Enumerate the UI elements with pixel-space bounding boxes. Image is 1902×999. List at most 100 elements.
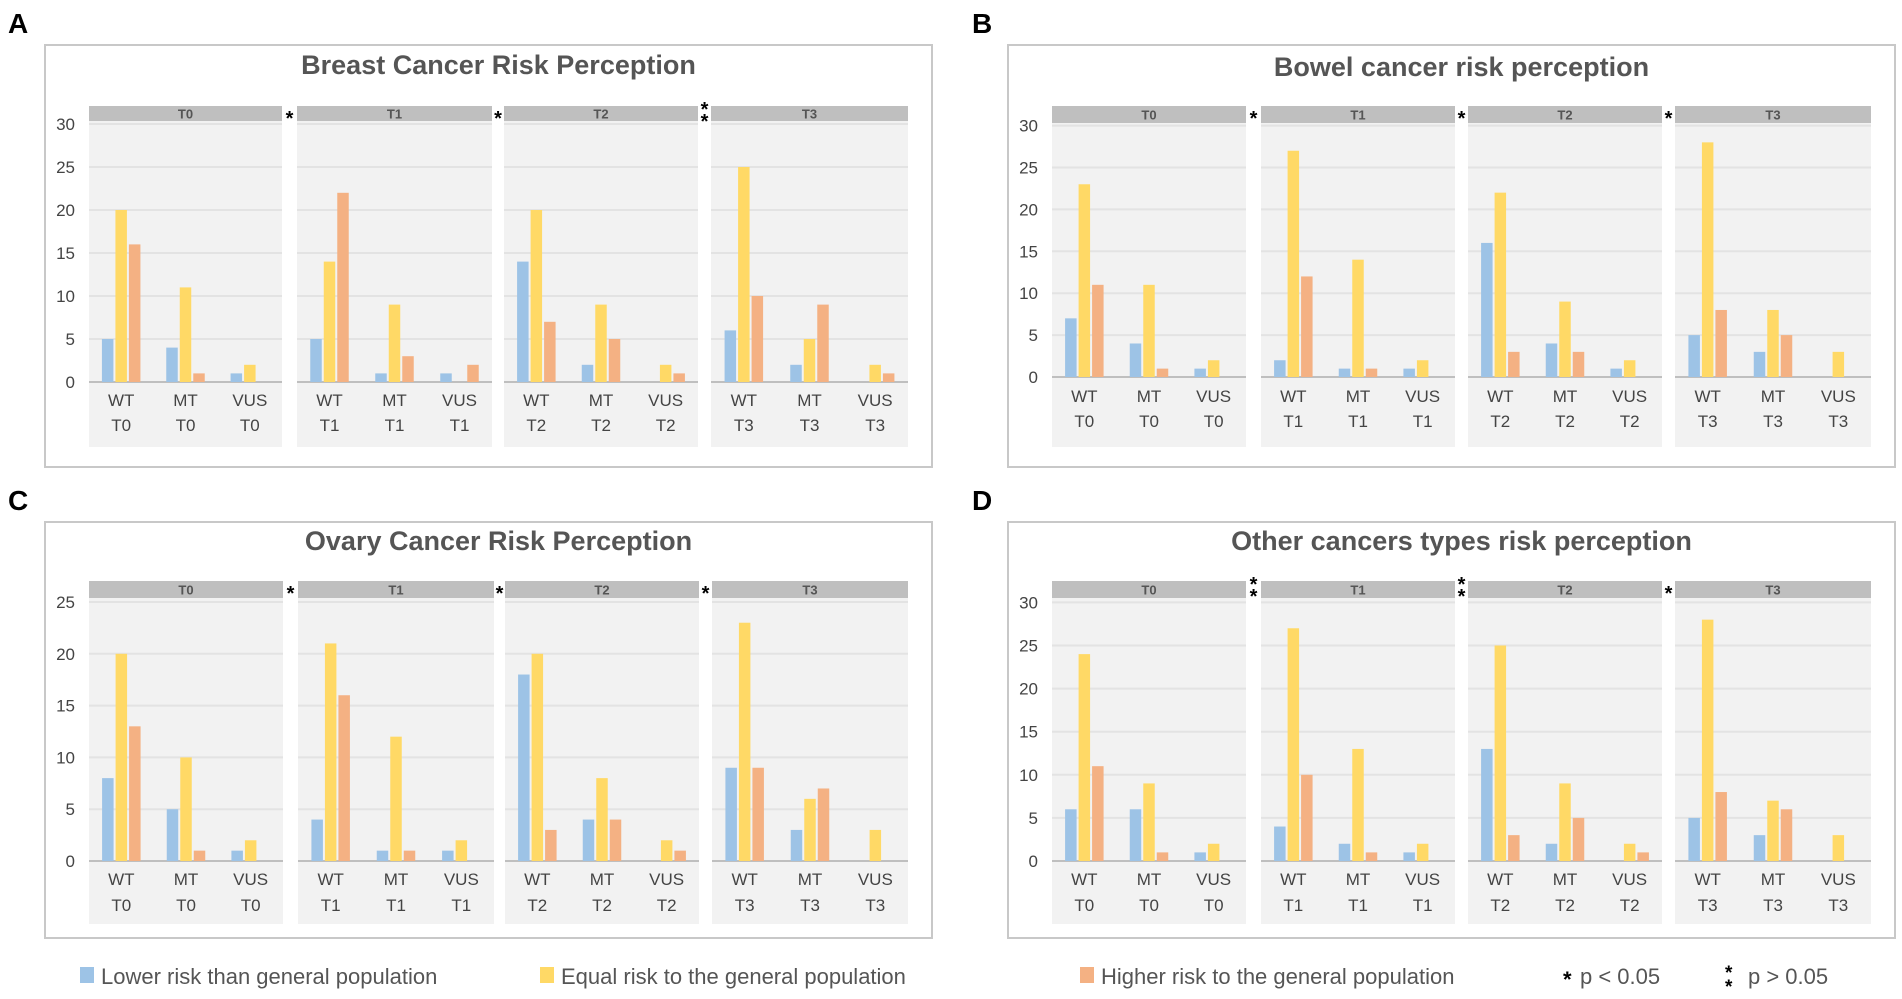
bar-lower xyxy=(231,850,243,861)
x-tick-label-time: T3 xyxy=(734,416,754,435)
bar-lower xyxy=(376,850,389,861)
significance-marker: * xyxy=(496,583,504,605)
x-tick-label-group: VUS xyxy=(232,391,267,410)
bar-equal xyxy=(324,643,337,861)
bar-lower xyxy=(1403,852,1415,861)
x-tick-label-group: WT xyxy=(108,870,134,889)
x-tick-label-time: T1 xyxy=(1283,896,1303,915)
bar-higher xyxy=(1715,309,1727,377)
bar-higher xyxy=(128,244,141,382)
bar-equal xyxy=(659,364,672,382)
x-tick-label-time: T2 xyxy=(1490,896,1510,915)
bar-lower xyxy=(1338,843,1351,861)
bar-equal xyxy=(115,653,128,861)
facet-strip xyxy=(1675,581,1871,598)
bar-lower xyxy=(1688,335,1700,377)
x-tick-label-time: T3 xyxy=(1828,896,1848,915)
chart-title: Breast Cancer Risk Perception xyxy=(301,50,696,80)
y-tick-label: 20 xyxy=(1019,200,1038,219)
significance-marker: * xyxy=(1458,108,1466,130)
y-tick-label: 5 xyxy=(1029,326,1038,345)
x-tick-label-time: T3 xyxy=(735,896,755,915)
x-tick-label-group: VUS xyxy=(1196,870,1231,889)
bar-equal xyxy=(1701,619,1714,861)
x-tick-label-time: T0 xyxy=(1074,896,1094,915)
x-tick-label-group: MT xyxy=(1553,387,1578,406)
facet-strip xyxy=(89,106,282,121)
bar-equal xyxy=(1767,800,1779,861)
panel-letter: A xyxy=(8,8,28,39)
bar-equal xyxy=(388,304,401,382)
legend-label-lower: Lower risk than general population xyxy=(101,964,437,989)
x-tick-label-time: T1 xyxy=(1348,412,1368,431)
facet-strip xyxy=(711,106,908,121)
x-tick-label-time: T2 xyxy=(1620,412,1640,431)
x-tick-label-group: WT xyxy=(731,391,757,410)
bar-equal xyxy=(596,778,608,861)
x-tick-label-time: T2 xyxy=(527,896,547,915)
bar-lower xyxy=(102,778,114,861)
y-tick-label: 30 xyxy=(1019,117,1038,136)
x-tick-label-group: MT xyxy=(1137,870,1162,889)
facet-strip-label: T0 xyxy=(178,107,193,122)
bar-equal xyxy=(1559,783,1571,861)
x-tick-label-time: T2 xyxy=(1555,412,1575,431)
x-tick-label-group: VUS xyxy=(444,870,479,889)
bar-higher xyxy=(1156,368,1169,377)
bar-lower xyxy=(581,364,594,382)
x-tick-label-group: VUS xyxy=(442,391,477,410)
facet-strip-label: T1 xyxy=(388,583,403,598)
bar-higher xyxy=(129,726,141,861)
bar-equal xyxy=(244,840,257,861)
legend-ns-label: p > 0.05 xyxy=(1748,964,1828,989)
significance-marker: * xyxy=(1250,574,1258,596)
x-tick-label-group: MT xyxy=(1346,387,1371,406)
bar-higher xyxy=(751,296,764,382)
bar-lower xyxy=(1545,343,1558,377)
bar-higher xyxy=(1508,835,1520,861)
facet-strip xyxy=(297,106,492,121)
y-tick-label: 15 xyxy=(1019,242,1038,261)
x-tick-label-group: VUS xyxy=(858,391,893,410)
x-tick-label-group: WT xyxy=(1280,387,1306,406)
bar-higher xyxy=(673,373,685,382)
bar-lower xyxy=(1688,817,1700,861)
y-tick-label: 25 xyxy=(1019,159,1038,178)
bar-equal xyxy=(1207,360,1220,377)
x-tick-label-group: MT xyxy=(798,870,823,889)
facet-strip-label: T3 xyxy=(802,583,817,598)
bar-lower xyxy=(1129,809,1142,861)
x-tick-label-group: WT xyxy=(1694,387,1720,406)
facet-strip xyxy=(1052,581,1246,598)
bar-lower xyxy=(166,809,179,861)
facet-strip-label: T3 xyxy=(1765,108,1780,123)
x-tick-label-group: VUS xyxy=(858,870,893,889)
x-tick-label-group: WT xyxy=(316,391,342,410)
panel-frame xyxy=(44,521,933,939)
y-tick-label: 0 xyxy=(66,373,75,392)
y-tick-label: 15 xyxy=(1019,723,1038,742)
bar-higher xyxy=(338,695,350,861)
bar-lower xyxy=(1129,343,1142,377)
y-tick-label: 15 xyxy=(56,244,75,263)
facet-strip xyxy=(504,106,698,121)
x-tick-label-time: T0 xyxy=(1139,412,1159,431)
bar-equal xyxy=(390,736,402,861)
bar-equal xyxy=(1494,192,1507,377)
x-tick-label-group: MT xyxy=(173,391,198,410)
x-tick-label-time: T0 xyxy=(111,416,131,435)
x-tick-label-group: MT xyxy=(384,870,409,889)
y-tick-label: 20 xyxy=(1019,680,1038,699)
panel-letter: B xyxy=(972,8,992,39)
bar-lower xyxy=(582,819,595,861)
x-tick-label-time: T0 xyxy=(241,896,261,915)
panel-frame xyxy=(1007,44,1896,468)
x-tick-label-time: T3 xyxy=(1763,412,1783,431)
bar-higher xyxy=(403,850,416,861)
legend-ns-symbol: * xyxy=(1725,977,1733,998)
bar-higher xyxy=(674,850,686,861)
significance-marker: * xyxy=(287,583,295,605)
bar-higher xyxy=(1301,774,1313,861)
y-tick-label: 5 xyxy=(66,330,75,349)
